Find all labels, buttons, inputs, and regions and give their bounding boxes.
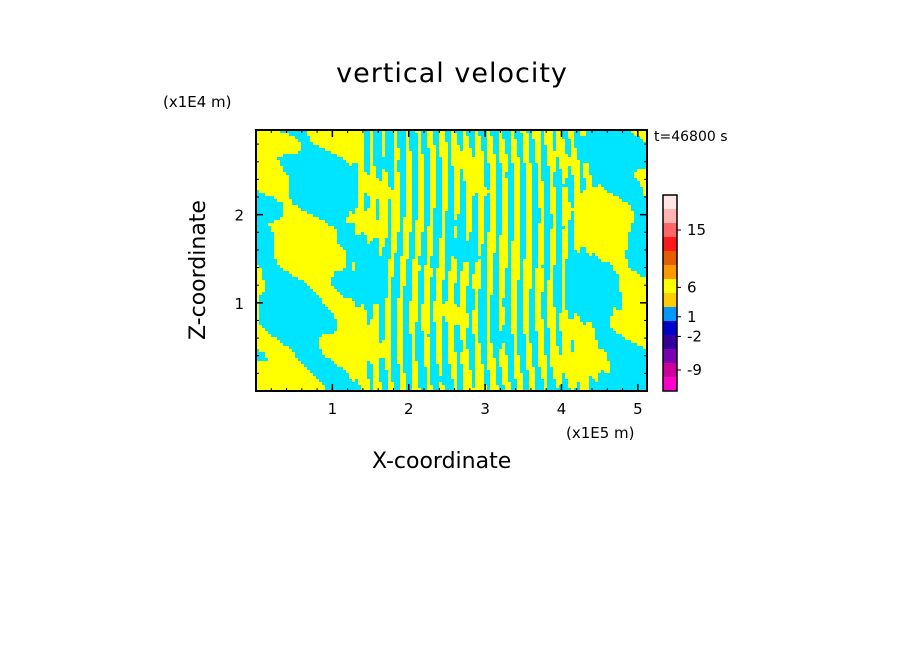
x-tick-label: 3	[480, 400, 490, 418]
colorbar-segment	[663, 195, 677, 210]
colorbar-segment	[663, 265, 677, 280]
x-axis-unit: (x1E5 m)	[566, 424, 635, 442]
x-tick-label: 4	[557, 400, 567, 418]
x-tick-label: 1	[328, 400, 338, 418]
colorbar-segment	[663, 237, 677, 252]
colorbar-label: -9	[687, 361, 702, 379]
colorbar-segment	[663, 307, 677, 322]
x-axis-label: X-coordinate	[372, 449, 512, 474]
colorbar: 15 6 1-2 -9	[662, 194, 706, 392]
positive-velocity-region	[256, 130, 647, 391]
colorbar-label: 1	[687, 308, 697, 326]
colorbar-segment	[663, 335, 677, 350]
colorbar-segment	[663, 251, 677, 266]
plot-frame	[255, 129, 648, 392]
x-tick-label: 2	[404, 400, 414, 418]
y-tick-label: 1	[234, 295, 244, 313]
colorbar-segment	[663, 349, 677, 364]
colorbar-label: -2	[687, 327, 702, 345]
colorbar-segment	[663, 279, 677, 294]
colorbar-segment	[663, 363, 677, 378]
chart-title: vertical velocity	[336, 58, 568, 89]
x-tick-label: 5	[633, 400, 643, 418]
colorbar-segment	[663, 223, 677, 238]
colorbar-label: 6	[687, 278, 697, 296]
colorbar-segment	[663, 209, 677, 224]
y-tick-label: 2	[234, 207, 244, 225]
velocity-field	[256, 130, 647, 391]
colorbar-segment	[663, 293, 677, 308]
colorbar-segment	[663, 377, 677, 392]
colorbar-label: 15	[687, 221, 706, 239]
axes: 1 2 3 4 5 1 2	[234, 130, 647, 418]
colorbar-segment	[663, 321, 677, 336]
z-axis-unit: (x1E4 m)	[163, 93, 232, 111]
time-label: t=46800 s	[654, 129, 728, 145]
colorbar-frame	[662, 194, 678, 392]
